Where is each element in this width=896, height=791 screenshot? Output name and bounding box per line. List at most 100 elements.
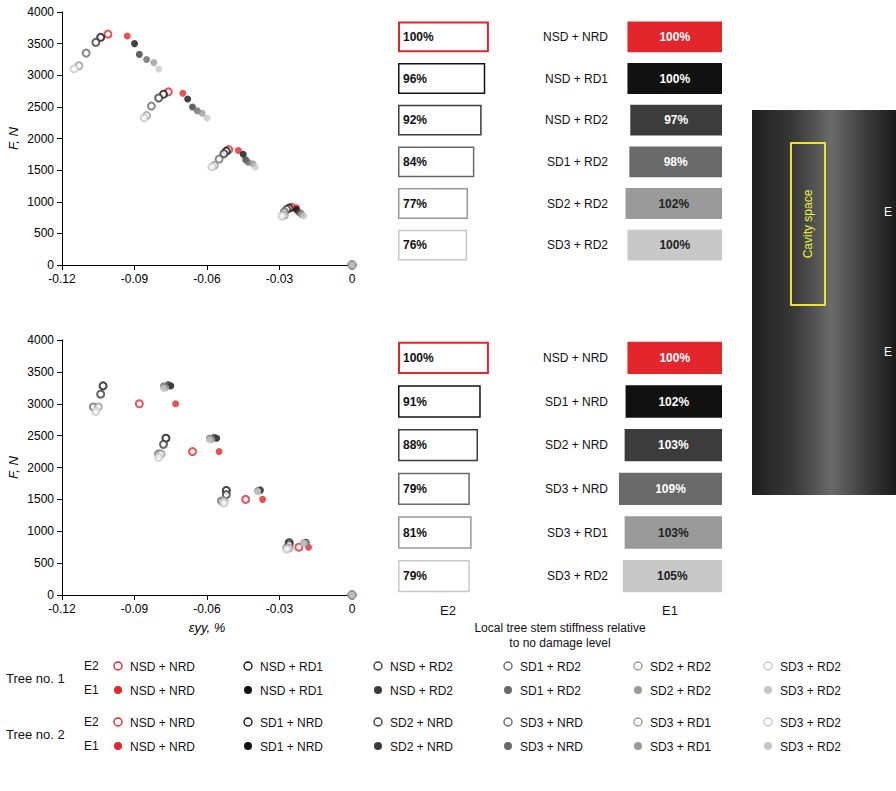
svg-text:SD3 + RD1: SD3 + RD1 [547,526,608,540]
html-text:SD3 + NRD: SD3 + NRD [520,715,583,730]
svg-text:100%: 100% [659,30,690,44]
svg-text:3000: 3000 [27,397,54,411]
svg-text:-0.06: -0.06 [193,272,221,286]
svg-text:92%: 92% [403,113,427,127]
html-text:SD1 + NRD: SD1 + NRD [260,715,323,730]
svg-text:SD1 + RD2: SD1 + RD2 [547,155,608,169]
svg-text:NSD + RD2: NSD + RD2 [545,113,608,127]
svg-text:91%: 91% [403,395,427,409]
svg-text:84%: 84% [403,155,427,169]
html-text:Tree no. 2: Tree no. 2 [6,726,65,742]
svg-text:500: 500 [34,226,54,240]
svg-text:97%: 97% [664,113,688,127]
svg-text:1500: 1500 [27,163,54,177]
svg-text:102%: 102% [658,197,689,211]
svg-text:2000: 2000 [27,132,54,146]
svg-text:100%: 100% [659,72,690,86]
svg-text:Local tree stem stiffness rela: Local tree stem stiffness relative [474,621,646,635]
html-text:SD2 + NRD: SD2 + NRD [390,739,453,754]
svg-text:SD1 + NRD: SD1 + NRD [545,395,608,409]
html-text:SD1 + RD2: SD1 + RD2 [520,659,581,674]
svg-text:77%: 77% [403,197,427,211]
html-text:SD3 + NRD: SD3 + NRD [520,739,583,754]
svg-text:F, N: F, N [6,126,21,149]
svg-text:76%: 76% [403,238,427,252]
svg-text:0: 0 [47,258,54,272]
svg-text:SD3 + NRD: SD3 + NRD [545,482,608,496]
svg-text:79%: 79% [403,569,427,583]
html-text:SD3 + RD2: SD3 + RD2 [780,659,841,674]
svg-text:100%: 100% [659,238,690,252]
html-text:Tree no. 1: Tree no. 1 [6,670,65,686]
svg-text:109%: 109% [655,482,686,496]
svg-text:NSD + NRD: NSD + NRD [543,351,608,365]
html-text:NSD + NRD: NSD + NRD [130,659,195,674]
svg-text:100%: 100% [403,30,434,44]
svg-text:-0.03: -0.03 [266,272,294,286]
svg-text:81%: 81% [403,526,427,540]
html-text:SD3 + RD2: SD3 + RD2 [780,739,841,754]
svg-text:-0.12: -0.12 [48,602,76,616]
svg-text:103%: 103% [658,438,689,452]
svg-text:500: 500 [34,556,54,570]
html-text:SD2 + RD2: SD2 + RD2 [650,683,711,698]
svg-text:4000: 4000 [27,5,54,19]
svg-text:-0.06: -0.06 [193,602,221,616]
svg-text:103%: 103% [658,526,689,540]
html-text:NSD + NRD: NSD + NRD [130,739,195,754]
svg-text:3000: 3000 [27,68,54,82]
svg-text:SD2 + NRD: SD2 + NRD [545,438,608,452]
html-text:SD2 + RD2: SD2 + RD2 [650,659,711,674]
svg-text:NSD + NRD: NSD + NRD [543,30,608,44]
html-text:SD3 + RD2: SD3 + RD2 [780,715,841,730]
svg-text:SD2 + RD2: SD2 + RD2 [547,197,608,211]
html-text:SD2 + NRD: SD2 + NRD [390,715,453,730]
svg-text:-0.09: -0.09 [121,272,149,286]
html-text:NSD + NRD: NSD + NRD [130,683,195,698]
svg-text:98%: 98% [664,155,688,169]
svg-text:εyy, %: εyy, % [189,620,226,635]
svg-text:96%: 96% [403,72,427,86]
svg-text:0: 0 [349,272,356,286]
svg-text:-0.03: -0.03 [266,602,294,616]
html-text:NSD + RD2: NSD + RD2 [390,683,453,698]
svg-text:79%: 79% [403,482,427,496]
svg-text:-0.12: -0.12 [48,272,76,286]
svg-text:F, N: F, N [6,455,21,478]
html-text:NSD + NRD: NSD + NRD [130,715,195,730]
svg-text:2000: 2000 [27,461,54,475]
svg-text:E2: E2 [440,603,456,618]
svg-text:SD3 + RD2: SD3 + RD2 [547,569,608,583]
html-text:NSD + RD1: NSD + RD1 [260,683,323,698]
svg-text:88%: 88% [403,438,427,452]
svg-text:100%: 100% [659,351,690,365]
html-text:SD3 + RD2: SD3 + RD2 [780,683,841,698]
svg-text:105%: 105% [657,569,688,583]
svg-text:3500: 3500 [27,37,54,51]
html-text:Cavity space: Cavity space [801,189,815,259]
svg-text:2500: 2500 [27,429,54,443]
svg-text:0: 0 [349,602,356,616]
svg-text:1000: 1000 [27,195,54,209]
svg-text:NSD + RD1: NSD + RD1 [545,72,608,86]
html-text:E1: E1 [84,683,99,697]
svg-text:102%: 102% [658,395,689,409]
html-text:SD1 + NRD: SD1 + NRD [260,739,323,754]
html-text:E2: E2 [84,659,99,673]
svg-text:1500: 1500 [27,492,54,506]
html-text:NSD + RD1: NSD + RD1 [260,659,323,674]
svg-text:100%: 100% [403,351,434,365]
svg-text:2500: 2500 [27,100,54,114]
html-text:SD3 + RD1: SD3 + RD1 [650,739,711,754]
html-text:SD1 + RD2: SD1 + RD2 [520,683,581,698]
svg-text:to no damage level: to no damage level [509,636,610,650]
svg-text:3500: 3500 [27,365,54,379]
svg-text:-0.09: -0.09 [121,602,149,616]
svg-text:1000: 1000 [27,524,54,538]
svg-text:0: 0 [47,588,54,602]
svg-text:4000: 4000 [27,333,54,347]
html-text:SD3 + RD1: SD3 + RD1 [650,715,711,730]
html-text:NSD + RD2: NSD + RD2 [390,659,453,674]
svg-text:SD3 + RD2: SD3 + RD2 [547,238,608,252]
svg-text:E1: E1 [662,603,678,618]
